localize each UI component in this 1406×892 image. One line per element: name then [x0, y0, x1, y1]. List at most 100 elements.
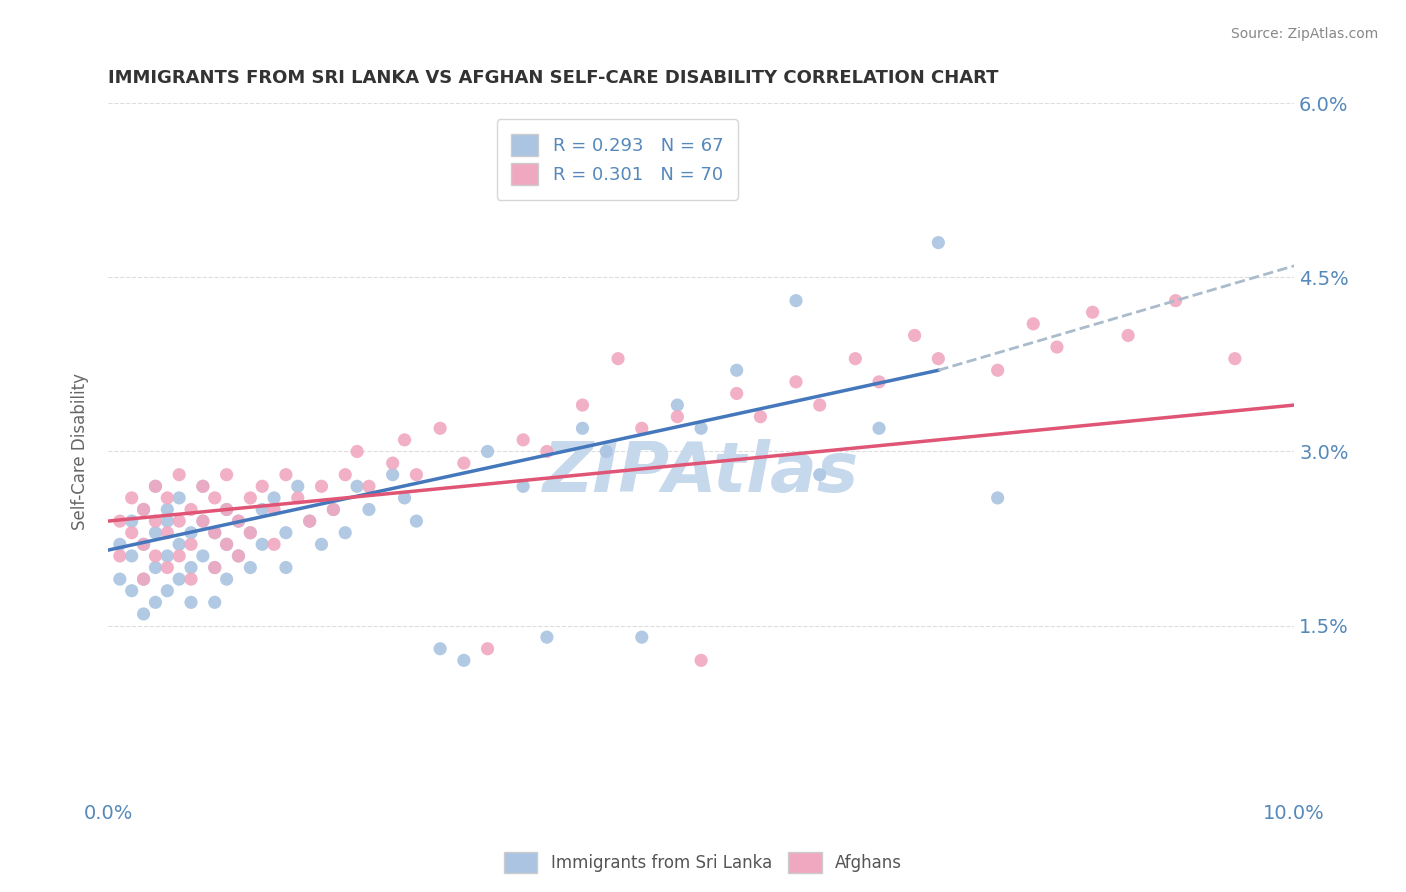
Point: [250, 502, 273, 516]
Point: [132, 502, 155, 516]
Point: [287, 491, 309, 505]
Point: [167, 549, 190, 563]
Point: [204, 560, 226, 574]
Point: [725, 363, 748, 377]
Point: [215, 572, 238, 586]
Point: [1164, 293, 1187, 308]
Point: [132, 572, 155, 586]
Point: [180, 537, 202, 551]
Point: [132, 537, 155, 551]
Point: [204, 525, 226, 540]
Point: [477, 641, 499, 656]
Point: [868, 421, 890, 435]
Point: [121, 514, 143, 528]
Point: [228, 514, 250, 528]
Point: [536, 444, 558, 458]
Point: [927, 235, 949, 250]
Point: [477, 444, 499, 458]
Point: [311, 479, 333, 493]
Point: [453, 653, 475, 667]
Point: [322, 502, 344, 516]
Point: [180, 572, 202, 586]
Y-axis label: Self-Care Disability: Self-Care Disability: [72, 373, 89, 530]
Point: [1223, 351, 1246, 366]
Point: [357, 479, 380, 493]
Point: [868, 375, 890, 389]
Point: [156, 549, 179, 563]
Point: [263, 491, 285, 505]
Point: [1081, 305, 1104, 319]
Point: [204, 491, 226, 505]
Point: [167, 537, 190, 551]
Point: [215, 502, 238, 516]
Point: [298, 514, 321, 528]
Point: [512, 433, 534, 447]
Point: [1116, 328, 1139, 343]
Point: [145, 479, 167, 493]
Point: [595, 444, 617, 458]
Point: [108, 572, 131, 586]
Point: [1046, 340, 1069, 354]
Point: [394, 433, 416, 447]
Point: [132, 572, 155, 586]
Point: [453, 456, 475, 470]
Point: [215, 467, 238, 482]
Point: [156, 525, 179, 540]
Point: [145, 525, 167, 540]
Point: [785, 375, 807, 389]
Point: [145, 514, 167, 528]
Point: [239, 560, 262, 574]
Point: [571, 398, 593, 412]
Text: IMMIGRANTS FROM SRI LANKA VS AFGHAN SELF-CARE DISABILITY CORRELATION CHART: IMMIGRANTS FROM SRI LANKA VS AFGHAN SELF…: [108, 69, 998, 87]
Point: [335, 467, 357, 482]
Point: [287, 479, 309, 493]
Point: [108, 514, 131, 528]
Point: [381, 467, 404, 482]
Point: [808, 467, 831, 482]
Point: [121, 491, 143, 505]
Point: [725, 386, 748, 401]
Point: [381, 456, 404, 470]
Point: [274, 560, 297, 574]
Point: [250, 479, 273, 493]
Point: [690, 653, 713, 667]
Point: [571, 421, 593, 435]
Point: [322, 502, 344, 516]
Point: [749, 409, 772, 424]
Point: [180, 595, 202, 609]
Point: [785, 293, 807, 308]
Point: [512, 479, 534, 493]
Point: [263, 502, 285, 516]
Point: [204, 560, 226, 574]
Point: [274, 467, 297, 482]
Point: [298, 514, 321, 528]
Point: [335, 525, 357, 540]
Point: [904, 328, 927, 343]
Point: [167, 514, 190, 528]
Point: [180, 502, 202, 516]
Point: [239, 491, 262, 505]
Point: [108, 549, 131, 563]
Point: [180, 560, 202, 574]
Point: [239, 525, 262, 540]
Point: [167, 491, 190, 505]
Point: [108, 537, 131, 551]
Point: [429, 641, 451, 656]
Point: [145, 479, 167, 493]
Point: [357, 502, 380, 516]
Point: [394, 491, 416, 505]
Point: [204, 525, 226, 540]
Point: [215, 502, 238, 516]
Point: [250, 537, 273, 551]
Point: [987, 491, 1010, 505]
Point: [145, 595, 167, 609]
Point: [132, 537, 155, 551]
Point: [167, 572, 190, 586]
Point: [167, 467, 190, 482]
Point: [346, 479, 368, 493]
Point: [191, 549, 214, 563]
Point: [191, 479, 214, 493]
Text: ZIPAtlas: ZIPAtlas: [543, 439, 859, 506]
Point: [536, 630, 558, 644]
Point: [156, 583, 179, 598]
